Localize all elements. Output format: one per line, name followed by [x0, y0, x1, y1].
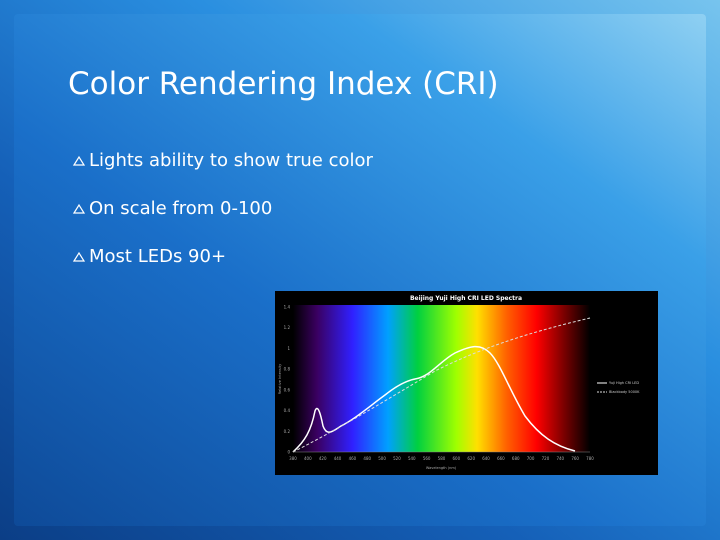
x-tick-label: 780	[586, 456, 594, 461]
x-tick-label: 580	[438, 456, 446, 461]
x-tick-label: 620	[467, 456, 475, 461]
x-tick-label: 560	[423, 456, 431, 461]
y-tick-label: 0	[287, 450, 290, 455]
x-tick-label: 420	[319, 456, 327, 461]
x-tick-label: 500	[378, 456, 386, 461]
x-tick-label: 740	[556, 456, 564, 461]
x-tick-label: 660	[497, 456, 505, 461]
y-axis-label: Relative Intensity	[278, 364, 282, 394]
bullet-icon	[72, 155, 86, 166]
y-tick-label: 0.2	[284, 429, 291, 434]
y-tick-label: 0.6	[284, 387, 291, 392]
bullet: On scale from 0-100	[72, 198, 272, 219]
x-tick-label: 440	[334, 456, 342, 461]
y-tick-label: 1.2	[284, 325, 291, 330]
x-tick-label: 380	[289, 456, 297, 461]
blackbody-curve	[292, 317, 591, 453]
x-tick-label: 600	[453, 456, 461, 461]
legend-text: Blackbody 5000K	[609, 390, 640, 394]
x-tick-label: 460	[349, 456, 357, 461]
x-tick-label: 400	[304, 456, 312, 461]
x-tick-label: 480	[363, 456, 371, 461]
x-tick-label: 720	[542, 456, 550, 461]
bullet-icon	[72, 251, 86, 262]
bullet-text: Lights ability to show true color	[89, 150, 373, 171]
bullet-text: Most LEDs 90+	[89, 246, 227, 267]
x-tick-label: 640	[482, 456, 490, 461]
bullet: Most LEDs 90+	[72, 246, 226, 267]
y-tick-label: 0.8	[284, 367, 291, 372]
legend-text: Yuji High CRI LED	[609, 381, 639, 385]
x-tick-label: 540	[408, 456, 416, 461]
led-curve	[292, 345, 576, 453]
x-tick-label: 520	[393, 456, 401, 461]
y-tick-label: 1	[287, 346, 290, 351]
figure-title: Beijing Yuji High CRI LED Spectra	[410, 295, 522, 302]
y-tick-label: 1.4	[284, 305, 291, 310]
x-tick-label: 680	[512, 456, 520, 461]
spectrum-band	[293, 305, 590, 452]
bullet: Lights ability to show true color	[72, 150, 373, 171]
spectrum-figure: Beijing Yuji High CRI LED Spectra Relati…	[275, 291, 658, 475]
x-axis-label: Wavelength (nm)	[426, 466, 457, 470]
bullet-text: On scale from 0-100	[89, 198, 273, 219]
bullet-icon	[72, 203, 86, 214]
x-tick-label: 700	[527, 456, 535, 461]
slide-title: Color Rendering Index (CRI)	[68, 66, 499, 102]
y-tick-label: 0.4	[284, 408, 291, 413]
x-tick-label: 760	[571, 456, 579, 461]
